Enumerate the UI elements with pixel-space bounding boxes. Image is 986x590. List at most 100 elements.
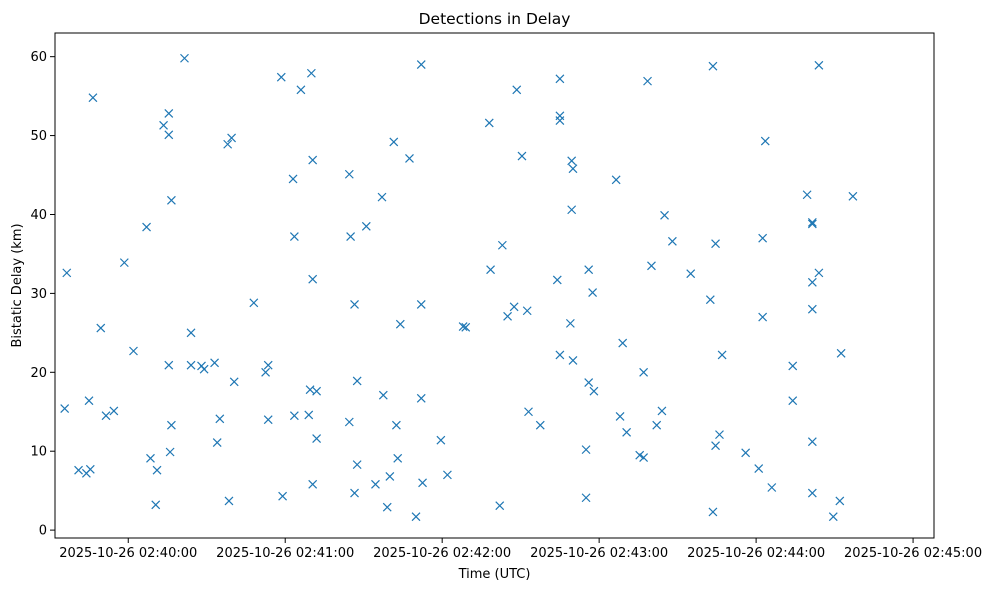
data-point	[212, 438, 222, 447]
data-point	[555, 116, 565, 126]
data-point	[461, 322, 471, 332]
plot-area	[54, 32, 935, 539]
x-tick-label: 2025-10-26 02:45:00	[844, 546, 982, 561]
data-point	[305, 385, 315, 395]
data-point	[85, 464, 95, 474]
data-point	[166, 195, 176, 205]
data-point	[535, 420, 545, 430]
data-point	[524, 407, 533, 417]
data-point	[350, 488, 359, 498]
data-point	[835, 496, 845, 506]
data-point	[788, 396, 798, 406]
data-point	[361, 221, 371, 231]
data-point	[159, 120, 168, 130]
data-point	[288, 174, 298, 184]
data-point	[344, 417, 354, 427]
data-point	[611, 175, 621, 185]
data-point	[344, 169, 354, 179]
data-point	[227, 133, 237, 143]
data-point	[589, 386, 599, 396]
data-point	[350, 300, 359, 309]
data-point	[708, 507, 718, 517]
data-point	[418, 478, 427, 488]
data-point	[618, 338, 628, 348]
data-point	[705, 295, 715, 305]
y-tick-label: 0	[39, 524, 47, 539]
data-point	[657, 406, 667, 416]
data-point	[304, 410, 314, 420]
data-point	[442, 470, 452, 480]
data-point	[199, 364, 209, 374]
data-point	[164, 360, 174, 370]
x-axis-title: Time (UTC)	[458, 567, 531, 582]
y-tick-label: 50	[30, 129, 47, 144]
data-point	[836, 348, 846, 358]
data-point	[391, 420, 401, 430]
data-point	[352, 460, 362, 470]
data-point	[615, 412, 625, 421]
data-point	[667, 236, 677, 246]
data-point	[522, 306, 532, 316]
data-point	[458, 322, 468, 331]
data-point	[807, 437, 817, 447]
data-point	[807, 304, 817, 314]
data-point	[395, 319, 405, 329]
data-point	[622, 427, 632, 437]
data-point	[378, 390, 388, 400]
data-point	[312, 386, 322, 396]
data-point	[686, 269, 696, 279]
data-point	[308, 155, 318, 165]
data-point	[60, 404, 70, 414]
data-point	[436, 435, 446, 445]
data-point	[635, 450, 645, 460]
data-point	[371, 479, 380, 489]
data-point	[509, 302, 519, 312]
data-point	[555, 74, 565, 84]
data-point	[643, 76, 652, 86]
data-point	[708, 61, 718, 71]
y-tick-label: 10	[30, 445, 47, 460]
data-point	[263, 415, 273, 425]
data-point	[164, 109, 174, 118]
data-point	[261, 367, 271, 377]
data-point	[223, 139, 233, 149]
data-point	[142, 222, 151, 232]
data-point	[62, 268, 72, 278]
data-point	[101, 411, 111, 421]
data-point	[802, 190, 812, 200]
data-point	[166, 420, 176, 430]
data-point	[352, 376, 362, 386]
data-point	[346, 232, 356, 242]
data-point	[584, 265, 594, 275]
data-point	[405, 154, 414, 163]
data-point	[308, 479, 318, 489]
data-point	[828, 512, 838, 522]
data-point	[565, 318, 575, 328]
data-point	[416, 393, 426, 403]
data-point	[411, 512, 421, 522]
data-point	[639, 367, 649, 377]
data-point	[660, 210, 669, 220]
data-point	[717, 350, 727, 360]
data-point	[263, 360, 273, 370]
x-tick-label: 2025-10-26 02:42:00	[373, 546, 511, 561]
data-point	[146, 453, 155, 463]
data-point	[741, 448, 751, 458]
y-tick-label: 40	[30, 208, 47, 223]
data-point	[210, 358, 220, 368]
data-point	[377, 192, 387, 202]
data-point	[495, 501, 505, 511]
data-point	[278, 491, 288, 501]
data-point	[416, 60, 426, 69]
data-point	[152, 465, 162, 475]
data-point	[96, 323, 106, 333]
data-point	[416, 300, 426, 309]
data-point	[760, 136, 770, 146]
data-point	[151, 500, 161, 510]
data-point	[296, 85, 306, 95]
data-point	[229, 377, 239, 387]
x-tick-label: 2025-10-26 02:41:00	[216, 546, 354, 561]
data-point	[289, 232, 299, 242]
data-point	[306, 68, 316, 78]
